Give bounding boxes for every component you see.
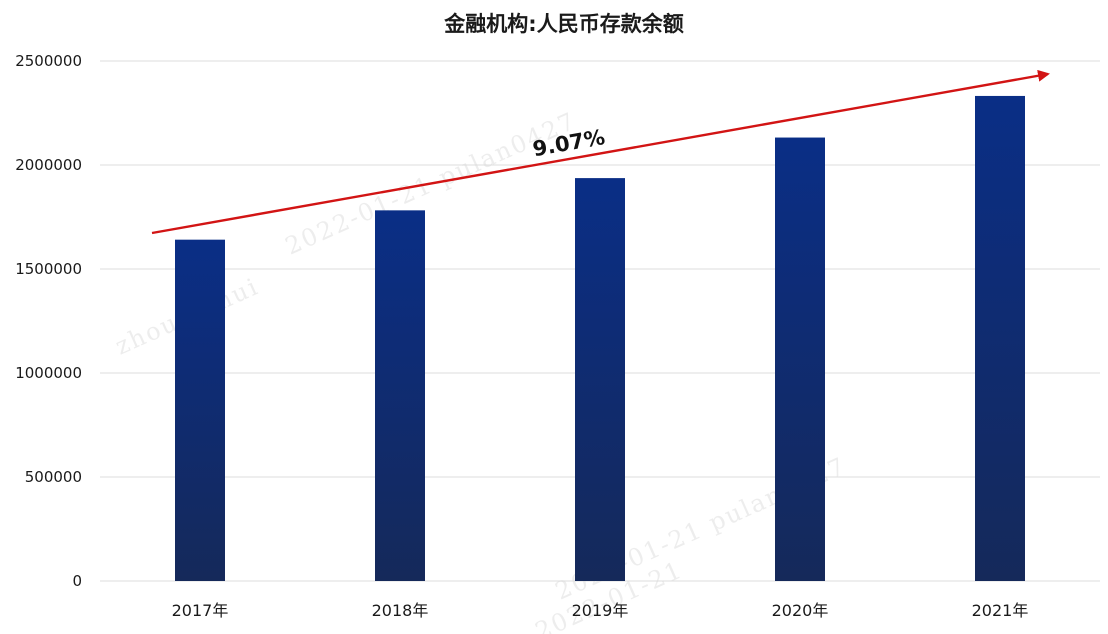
x-tick-label: 2018年 <box>372 601 429 620</box>
bar-2 <box>375 210 425 581</box>
y-tick-label: 500000 <box>25 468 82 486</box>
x-tick-label: 2019年 <box>572 601 629 620</box>
x-tick-label: 2020年 <box>772 601 829 620</box>
chart-title: 金融机构:人民币存款余额 <box>443 12 683 36</box>
bar-1 <box>175 239 225 581</box>
y-tick-label: 2000000 <box>15 156 82 174</box>
x-tick-label: 2017年 <box>172 601 229 620</box>
bars <box>175 95 1025 581</box>
x-tick-label: 2021年 <box>972 601 1029 620</box>
y-tick-label: 0 <box>72 572 82 590</box>
bar-4 <box>775 137 825 581</box>
y-axis: 0 500000 1000000 1500000 2000000 2500000 <box>15 52 82 590</box>
trend-arrow <box>151 69 1050 235</box>
bar-5 <box>975 95 1025 581</box>
y-tick-label: 1000000 <box>15 364 82 382</box>
y-tick-label: 2500000 <box>15 52 82 70</box>
y-tick-label: 1500000 <box>15 260 82 278</box>
bar-3 <box>575 178 625 581</box>
x-axis: 2017年 2018年 2019年 2020年 2021年 <box>172 601 1029 620</box>
